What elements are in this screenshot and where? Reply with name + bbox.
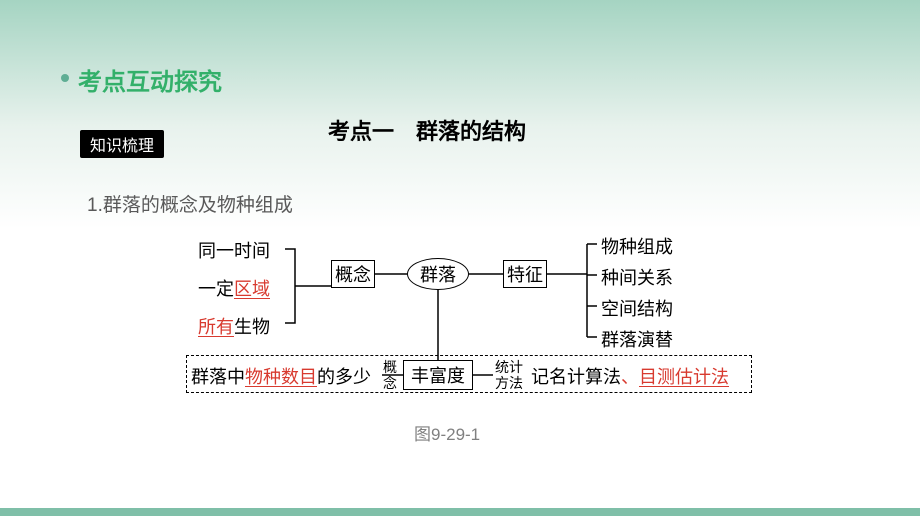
subtitle: 1.群落的概念及物种组成 bbox=[87, 190, 293, 217]
diagram-text-time: 同一时间 bbox=[198, 237, 270, 263]
diagram-text-certain: 一定 bbox=[198, 279, 234, 299]
topic-title: 考点一 群落的结构 bbox=[328, 114, 526, 146]
feature-relation: 种间关系 bbox=[601, 264, 673, 290]
bottom-concept-b: 念 bbox=[383, 373, 397, 393]
feature-species: 物种组成 bbox=[601, 233, 673, 259]
section-title: 考点互动探究 bbox=[78, 62, 222, 97]
bottom-method-1: 记名计算法 bbox=[531, 367, 621, 387]
feature-box: 特征 bbox=[503, 260, 547, 288]
diagram-text-organism: 生物 bbox=[234, 317, 270, 337]
section-bullet bbox=[61, 74, 69, 82]
bottom-species-count: 物种数目 bbox=[245, 367, 317, 387]
diagram-text-area: 区域 bbox=[234, 279, 270, 299]
concept-box: 概念 bbox=[331, 260, 375, 288]
bottom-howmany: 的多少 bbox=[317, 367, 371, 387]
community-ellipse: 群落 bbox=[407, 258, 469, 290]
knowledge-label: 知识梳理 bbox=[80, 130, 164, 158]
abundance-box: 丰富度 bbox=[403, 360, 473, 390]
bottom-method-2: 目测估计法 bbox=[639, 367, 729, 387]
bottom-sep: 、 bbox=[621, 367, 639, 387]
concept-diagram: 同一时间 一定区域 所有生物 概念 群落 特征 物种组成 种间关系 空间结构 群… bbox=[183, 229, 755, 395]
bottom-stat-b: 方法 bbox=[495, 373, 523, 393]
feature-succession: 群落演替 bbox=[601, 326, 673, 352]
bottom-community-in: 群落中 bbox=[191, 367, 245, 387]
figure-caption: 图9-29-1 bbox=[414, 420, 480, 445]
feature-space: 空间结构 bbox=[601, 295, 673, 321]
diagram-text-all: 所有 bbox=[198, 317, 234, 337]
